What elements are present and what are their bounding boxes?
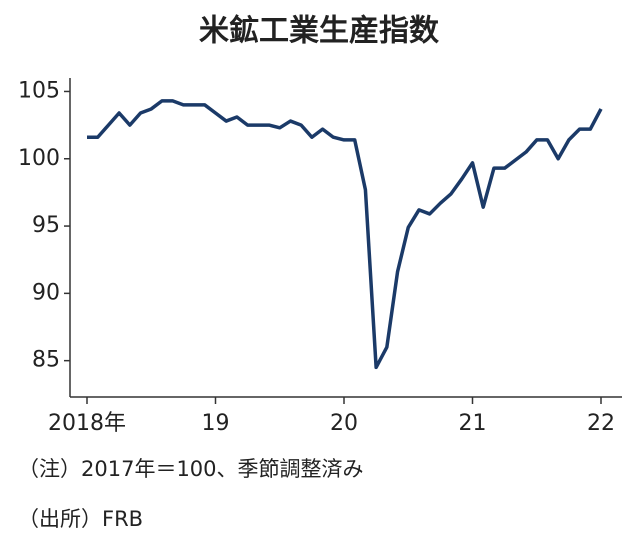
x-tick-label: 22 xyxy=(587,411,615,436)
x-tick-label: 2018年 xyxy=(48,411,126,436)
x-tick-label: 19 xyxy=(202,411,230,436)
x-tick-label: 20 xyxy=(330,411,358,436)
y-tick-label: 85 xyxy=(32,348,60,373)
y-tick-label: 105 xyxy=(18,78,60,103)
source: （出所）FRB xyxy=(18,507,143,531)
note: （注）2017年＝100、季節調整済み xyxy=(18,457,364,481)
line-series xyxy=(87,99,603,370)
x-tick-label: 21 xyxy=(459,411,487,436)
y-tick-label: 100 xyxy=(18,146,60,171)
chart-title: 米鉱工業生産指数 xyxy=(199,14,440,49)
y-tick-label: 90 xyxy=(32,280,60,305)
y-tick-label: 95 xyxy=(32,213,60,238)
